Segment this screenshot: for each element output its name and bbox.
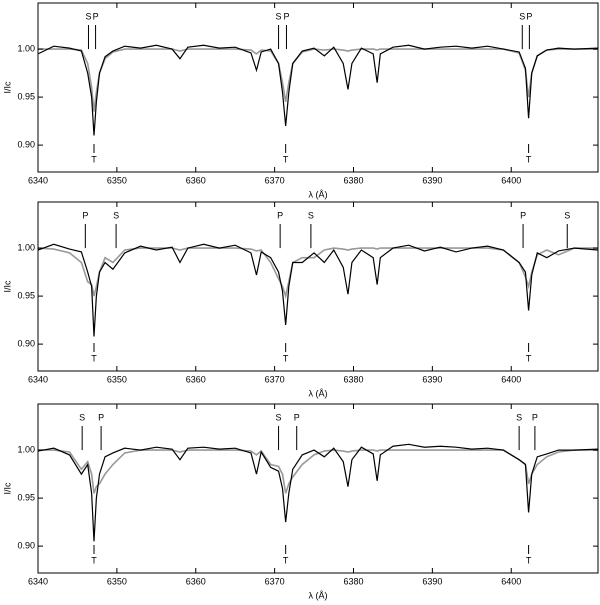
marker-label: T xyxy=(526,555,532,565)
marker-label: S xyxy=(276,412,282,422)
x-tick-label: 6340 xyxy=(28,374,48,384)
marker-label: P xyxy=(93,11,99,21)
y-tick-label: 0.95 xyxy=(17,492,35,502)
marker-label: T xyxy=(526,353,532,363)
spectrum-line xyxy=(38,449,598,494)
x-tick-label: 6370 xyxy=(265,374,285,384)
plot-frame xyxy=(37,2,599,173)
marker-label: S xyxy=(79,412,85,422)
x-tick-label: 6390 xyxy=(422,175,442,185)
y-tick-label: 1.00 xyxy=(17,444,35,454)
y-tick-label: 1.00 xyxy=(17,43,35,53)
y-tick-label: 0.90 xyxy=(17,139,35,149)
marker-label: P xyxy=(283,11,289,21)
x-tick-label: 6390 xyxy=(422,374,442,384)
x-tick-label: 6360 xyxy=(186,175,206,185)
x-tick-label: 6350 xyxy=(107,175,127,185)
y-axis-label: I/Ic xyxy=(2,81,12,94)
marker-label: P xyxy=(532,412,538,422)
marker-label: S xyxy=(276,11,282,21)
x-tick-label: 6360 xyxy=(186,374,206,384)
marker-label: T xyxy=(526,154,532,164)
x-tick-label: 6370 xyxy=(265,576,285,586)
y-axis-label: I/Ic xyxy=(2,280,12,293)
marker-label: T xyxy=(283,555,289,565)
spectrum-line xyxy=(37,443,599,542)
spectrum-line xyxy=(37,247,598,300)
marker-label: P xyxy=(277,210,283,220)
marker-label: P xyxy=(526,11,532,21)
x-tick-label: 6360 xyxy=(186,576,206,586)
spectrum-line xyxy=(37,243,599,337)
x-tick-label: 6340 xyxy=(28,175,48,185)
y-tick-label: 0.95 xyxy=(17,91,35,101)
x-tick-label: 6380 xyxy=(343,576,363,586)
x-tick-label: 6400 xyxy=(501,576,521,586)
x-tick-label: 6350 xyxy=(107,374,127,384)
marker-label: S xyxy=(516,412,522,422)
marker-label: P xyxy=(98,412,104,422)
x-tick-label: 6400 xyxy=(501,175,521,185)
marker-label: P xyxy=(82,210,88,220)
marker-label: S xyxy=(519,11,525,21)
marker-label: S xyxy=(113,210,119,220)
x-axis-label: λ (Å) xyxy=(309,189,328,199)
y-axis-label: I/Ic xyxy=(2,482,12,495)
x-tick-label: 6400 xyxy=(501,374,521,384)
plot-frame xyxy=(37,403,599,574)
x-tick-label: 6380 xyxy=(343,374,363,384)
x-tick-label: 6340 xyxy=(28,576,48,586)
y-tick-label: 1.00 xyxy=(17,242,35,252)
x-axis-label: λ (Å) xyxy=(309,388,328,398)
marker-label: S xyxy=(564,210,570,220)
marker-label: T xyxy=(283,154,289,164)
marker-label: S xyxy=(85,11,91,21)
marker-label: T xyxy=(283,353,289,363)
x-tick-label: 6390 xyxy=(422,576,442,586)
y-tick-label: 0.90 xyxy=(17,338,35,348)
spectrum-line xyxy=(37,44,599,136)
x-axis-label: λ (Å) xyxy=(309,590,328,600)
x-tick-label: 6350 xyxy=(107,576,127,586)
marker-label: T xyxy=(91,555,97,565)
marker-label: T xyxy=(91,154,97,164)
x-tick-label: 6370 xyxy=(265,175,285,185)
x-tick-label: 6380 xyxy=(343,175,363,185)
y-tick-label: 0.95 xyxy=(17,290,35,300)
marker-label: T xyxy=(91,353,97,363)
marker-label: P xyxy=(520,210,526,220)
marker-label: P xyxy=(294,412,300,422)
y-tick-label: 0.90 xyxy=(17,540,35,550)
spectrum-line xyxy=(38,48,598,112)
marker-label: S xyxy=(308,210,314,220)
plot-frame xyxy=(37,201,599,372)
